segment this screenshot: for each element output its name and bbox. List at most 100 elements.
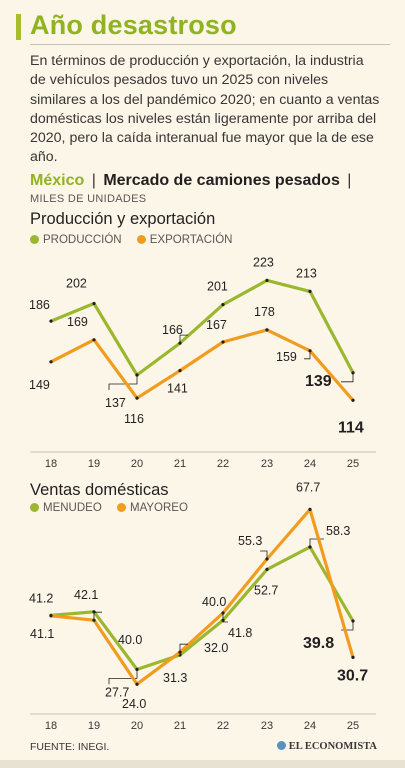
x-tick-label: 20 bbox=[131, 720, 143, 732]
data-label: 178 bbox=[254, 305, 275, 319]
data-label-leader bbox=[222, 613, 228, 623]
x-tick-label: 18 bbox=[45, 458, 57, 470]
data-label-leader bbox=[179, 334, 188, 344]
data-label: 114 bbox=[338, 419, 364, 436]
data-label: 42.1 bbox=[74, 588, 98, 602]
series-line-menudeo bbox=[49, 545, 355, 672]
x-tick-label: 19 bbox=[88, 720, 100, 732]
legend-dot-menudeo bbox=[30, 503, 39, 512]
data-point bbox=[308, 507, 312, 511]
data-label: 41.8 bbox=[228, 626, 252, 640]
data-label: 202 bbox=[66, 277, 87, 291]
data-label: 223 bbox=[253, 255, 274, 269]
legend-label-produccion: PRODUCCIÓN bbox=[43, 234, 122, 246]
page-title: Año desastroso bbox=[30, 10, 237, 40]
x-tick-label: 21 bbox=[174, 720, 186, 732]
chart-2-plot: 18 19 20 21 22 23 24 25 41.2 42.1 27.7 31.3 40.0 52.7… bbox=[29, 480, 376, 732]
data-label-leader bbox=[260, 550, 268, 559]
units-label: MILES DE UNIDADES bbox=[30, 193, 147, 205]
data-point bbox=[265, 567, 269, 572]
header-separator-end: | bbox=[347, 172, 352, 189]
legend-label-mayoreo: MAYOREO bbox=[129, 502, 188, 514]
data-label: 27.7 bbox=[105, 685, 129, 699]
data-label: 141 bbox=[167, 382, 188, 396]
data-point bbox=[178, 369, 182, 373]
x-tick-label: 22 bbox=[217, 720, 229, 732]
data-point bbox=[308, 289, 312, 293]
data-point bbox=[351, 655, 355, 660]
legend-item-mayoreo: MAYOREO bbox=[116, 502, 188, 514]
legend-item-menudeo: MENUDEO bbox=[30, 502, 102, 514]
data-label: 40.0 bbox=[118, 633, 142, 647]
title-accent-bar bbox=[16, 14, 21, 40]
data-label: 201 bbox=[207, 280, 228, 294]
country-label: México bbox=[30, 172, 85, 189]
x-tick-label: 18 bbox=[45, 720, 57, 732]
data-label-leader bbox=[108, 375, 138, 390]
bottom-strip bbox=[0, 760, 405, 768]
data-point bbox=[135, 396, 139, 400]
data-label: 149 bbox=[29, 378, 50, 392]
chart-1-title: Producción y exportación bbox=[30, 210, 216, 228]
data-point bbox=[221, 303, 225, 307]
data-label: 213 bbox=[296, 266, 317, 280]
data-label: 24.0 bbox=[122, 697, 146, 711]
chart-2-legend: MENUDEO MAYOREO bbox=[30, 502, 200, 514]
data-point bbox=[265, 278, 269, 282]
x-tick-label: 23 bbox=[261, 720, 273, 732]
data-label: 40.0 bbox=[202, 595, 226, 609]
x-tick-label: 24 bbox=[304, 458, 316, 470]
data-label: 31.3 bbox=[163, 671, 187, 685]
data-label-leader bbox=[341, 372, 354, 383]
chart-2-title: Ventas domésticas bbox=[30, 481, 169, 499]
data-label-leader bbox=[179, 643, 188, 653]
legend-dot-exportacion bbox=[136, 235, 146, 244]
x-tick-label: 19 bbox=[88, 458, 100, 470]
x-tick-label: 23 bbox=[261, 458, 273, 470]
header-separator: | bbox=[91, 172, 96, 189]
data-point bbox=[92, 301, 96, 306]
data-label: 137 bbox=[105, 396, 126, 410]
chart-1-plot: 18 19 20 21 22 23 24 25 186 202 137 166 201 223 213 139… bbox=[29, 255, 376, 470]
data-label: 116 bbox=[124, 412, 144, 426]
data-label: 169 bbox=[67, 315, 88, 329]
market-label: Mercado de camiones pesados bbox=[103, 172, 340, 189]
data-point bbox=[49, 319, 53, 323]
x-tick-label: 22 bbox=[217, 458, 229, 470]
data-label: 52.7 bbox=[254, 583, 278, 597]
x-tick-label: 25 bbox=[347, 720, 359, 732]
series-line-exportación bbox=[49, 328, 355, 402]
data-point bbox=[351, 398, 355, 402]
section-header: México | Mercado de camiones pesados | bbox=[30, 172, 354, 190]
intro-text: En términos de producción y exportación,… bbox=[30, 53, 380, 166]
x-tick-label: 24 bbox=[304, 720, 316, 732]
x-tick-label: 20 bbox=[131, 458, 143, 470]
data-label-leader bbox=[108, 669, 138, 685]
data-label: 166 bbox=[162, 323, 183, 337]
data-point bbox=[221, 340, 225, 344]
data-label: 58.3 bbox=[326, 524, 350, 538]
title-block: Año desastroso bbox=[16, 10, 390, 46]
data-label-leader bbox=[304, 350, 311, 360]
data-point bbox=[265, 328, 269, 332]
data-label: 159 bbox=[276, 350, 297, 364]
legend-label-menudeo: MENUDEO bbox=[43, 502, 102, 514]
data-label: 55.3 bbox=[238, 534, 262, 548]
data-label: 139 bbox=[305, 373, 332, 390]
legend-dot-mayoreo bbox=[116, 503, 126, 512]
brand-name: EL ECONOMISTA bbox=[288, 741, 377, 752]
data-label: 41.2 bbox=[29, 591, 53, 605]
brand-icon bbox=[276, 741, 286, 750]
x-tick-label: 25 bbox=[347, 458, 359, 470]
legend-dot-produccion bbox=[30, 235, 39, 244]
legend-item-produccion: PRODUCCIÓN bbox=[30, 234, 122, 246]
legend-label-exportacion: EXPORTACIÓN bbox=[149, 234, 233, 246]
data-label: 32.0 bbox=[204, 641, 228, 655]
brand-logo: EL ECONOMISTA bbox=[276, 741, 377, 752]
data-point bbox=[92, 618, 96, 622]
data-label: 41.1 bbox=[30, 627, 54, 641]
data-point bbox=[135, 682, 139, 686]
data-label: 186 bbox=[29, 298, 50, 312]
series-line-producción bbox=[49, 278, 355, 377]
data-point bbox=[92, 338, 96, 342]
